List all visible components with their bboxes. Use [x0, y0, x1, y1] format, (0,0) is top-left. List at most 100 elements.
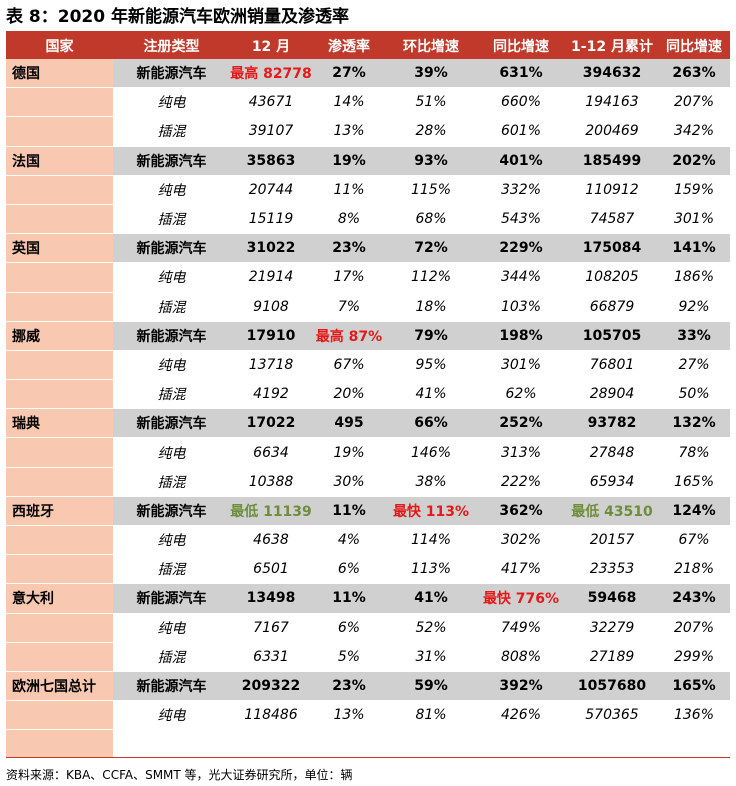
- country-cell: 法国: [6, 146, 113, 175]
- table-row: 纯电 43671 14% 51% 660% 194163 207%: [6, 88, 730, 118]
- yoy-cell: 62%: [476, 380, 566, 409]
- dec-cell: 31022: [230, 234, 312, 263]
- header-december: 12 月: [251, 39, 291, 55]
- country-cell: [6, 526, 113, 555]
- table-row: 纯电 13718 67% 95% 301% 76801 27%: [6, 350, 730, 381]
- pen-cell: 4%: [312, 526, 386, 555]
- country-cell: [6, 730, 113, 758]
- yoy-cell: 302%: [476, 526, 566, 555]
- ytd-cell: 76801: [566, 350, 658, 380]
- dec-cell: 7167: [230, 613, 312, 642]
- table-row: 插混 15119 8% 68% 543% 74587 301%: [6, 204, 730, 235]
- table-row: 意大利 新能源汽车 13498 11% 41% 最快 776% 59468 243%: [6, 584, 730, 614]
- pen-cell: 11%: [312, 175, 386, 204]
- table-row: 纯电 6634 19% 146% 313% 27848 78%: [6, 438, 730, 468]
- ytd-cell: 110912: [566, 175, 658, 204]
- table-row: 欧洲七国总计 新能源汽车 209322 23% 59% 392% 1057680 165%: [6, 671, 730, 702]
- table-row: 纯电 7167 6% 52% 749% 32279 207%: [6, 613, 730, 643]
- table-row: 瑞典 新能源汽车 17022 495 66% 252% 93782 132%: [6, 409, 730, 439]
- pen-cell: 27%: [312, 59, 386, 88]
- ytd-cell: 394632: [566, 59, 658, 88]
- mom-cell: 41%: [386, 584, 476, 613]
- type-cell: 新能源汽车: [113, 234, 230, 263]
- ytdyoy-cell: 141%: [658, 234, 730, 263]
- dec-cell: 最高 82778: [230, 59, 312, 88]
- pen-cell: 13%: [312, 117, 386, 146]
- country-cell: [6, 613, 113, 642]
- country-cell: 德国: [6, 59, 113, 88]
- table-row: 插混 39107 13% 28% 601% 200469 342%: [6, 117, 730, 147]
- ytd-cell: 185499: [566, 146, 658, 175]
- dec-cell: 6501: [230, 555, 312, 584]
- mom-cell: 72%: [386, 234, 476, 263]
- ytdyoy-cell: 299%: [658, 642, 730, 671]
- country-cell: [6, 642, 113, 671]
- dec-cell: 6331: [230, 642, 312, 671]
- type-cell: 插混: [113, 204, 230, 234]
- ytdyoy-cell: 50%: [658, 380, 730, 409]
- yoy-cell: 660%: [476, 88, 566, 117]
- ytd-cell: 59468: [566, 584, 658, 613]
- ytdyoy-cell: 165%: [658, 467, 730, 496]
- type-cell: 插混: [113, 467, 230, 496]
- dec-cell: 35863: [230, 146, 312, 175]
- country-cell: [6, 350, 113, 380]
- ytdyoy-cell: 78%: [658, 438, 730, 467]
- ytdyoy-cell: 342%: [658, 117, 730, 146]
- mom-cell: 146%: [386, 438, 476, 467]
- ytdyoy-cell: 186%: [658, 263, 730, 292]
- dec-cell: 21914: [230, 263, 312, 292]
- type-cell: 新能源汽车: [113, 671, 230, 701]
- yoy-cell: 362%: [476, 496, 566, 525]
- table-row: 纯电 4638 4% 114% 302% 20157 67%: [6, 526, 730, 556]
- type-cell: 插混: [113, 555, 230, 584]
- table-title: 表 8：2020 年新能源汽车欧洲销量及渗透率: [6, 7, 349, 27]
- country-cell: [6, 175, 113, 204]
- type-cell: 纯电: [113, 88, 230, 117]
- dec-cell: 118486: [230, 701, 312, 730]
- ytdyoy-cell: 202%: [658, 146, 730, 175]
- table-row: 纯电 21914 17% 112% 344% 108205 186%: [6, 263, 730, 293]
- mom-cell: 114%: [386, 526, 476, 555]
- yoy-cell: 最快 776%: [476, 584, 566, 613]
- table-body: 德国 新能源汽车 最高 82778 27% 39% 631% 394632 263% 纯电 436…: [6, 59, 730, 731]
- mom-cell: 52%: [386, 613, 476, 642]
- yoy-cell: 301%: [476, 350, 566, 380]
- dec-cell: 4638: [230, 526, 312, 555]
- type-cell: 插混: [113, 117, 230, 146]
- ytd-cell: 32279: [566, 613, 658, 642]
- yoy-cell: 417%: [476, 555, 566, 584]
- type-cell: 纯电: [113, 613, 230, 642]
- ytdyoy-cell: 207%: [658, 613, 730, 642]
- ytdyoy-cell: 159%: [658, 175, 730, 204]
- country-cell: 瑞典: [6, 409, 113, 438]
- ytd-cell: 74587: [566, 204, 658, 234]
- type-cell: 新能源汽车: [113, 409, 230, 438]
- mom-cell: 112%: [386, 263, 476, 292]
- country-cell: 英国: [6, 234, 113, 263]
- yoy-cell: 198%: [476, 321, 566, 350]
- mom-cell: 39%: [386, 59, 476, 88]
- type-cell: 新能源汽车: [113, 146, 230, 175]
- type-cell: 插混: [113, 380, 230, 409]
- country-cell: [6, 555, 113, 584]
- type-cell: 新能源汽车: [113, 321, 230, 350]
- mom-cell: 最快 113%: [386, 496, 476, 525]
- header-ytd-yoy: 同比增速: [666, 39, 722, 55]
- pen-cell: 23%: [312, 671, 386, 701]
- yoy-cell: 392%: [476, 671, 566, 701]
- country-cell: [6, 380, 113, 409]
- type-cell: 新能源汽车: [113, 496, 230, 525]
- yoy-cell: 808%: [476, 642, 566, 671]
- country-cell: 意大利: [6, 584, 113, 613]
- pen-cell: 5%: [312, 642, 386, 671]
- country-cell: [6, 467, 113, 496]
- type-cell: 纯电: [113, 438, 230, 467]
- yoy-cell: 222%: [476, 467, 566, 496]
- dec-cell: 17022: [230, 409, 312, 438]
- mom-cell: 28%: [386, 117, 476, 146]
- mom-cell: 68%: [386, 204, 476, 234]
- yoy-cell: 229%: [476, 234, 566, 263]
- dec-cell: 17910: [230, 321, 312, 350]
- pen-cell: 8%: [312, 204, 386, 234]
